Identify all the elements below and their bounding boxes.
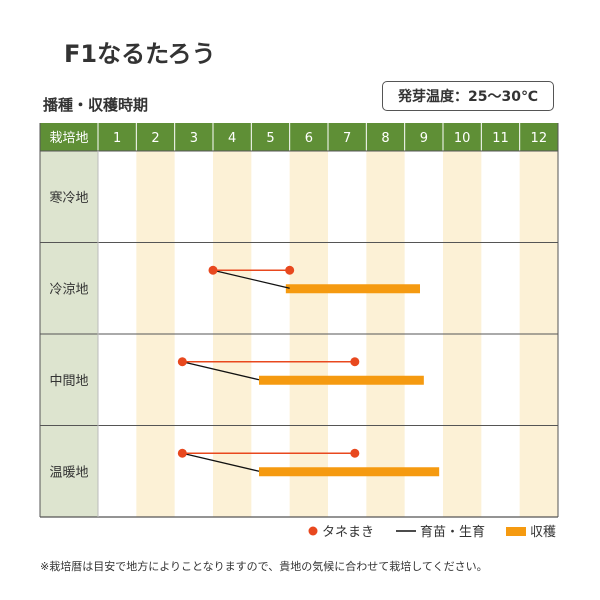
month-tick-label: 12 — [531, 131, 548, 146]
seedling-growth-line — [212, 269, 290, 289]
region-label: 寒冷地 — [49, 190, 88, 206]
product-title: F1なるたろう — [64, 40, 216, 68]
month-header-bar — [40, 123, 558, 151]
header-label: 栽培地 — [49, 130, 88, 146]
harvest-bar — [259, 375, 424, 385]
month-tick-label: 1 — [113, 131, 121, 146]
month-tick-label: 8 — [381, 131, 389, 146]
region-label: 中間地 — [49, 374, 88, 389]
sowing-start-dot — [177, 448, 187, 458]
section-label: 播種・収穫時期 — [43, 96, 149, 114]
month-tick-label: 9 — [420, 131, 428, 146]
month-tick-label: 11 — [492, 131, 509, 146]
legend-harvest-marker — [506, 527, 526, 536]
sowing-end-dot — [350, 357, 360, 367]
harvest-bar — [259, 467, 440, 477]
month-tick-label: 5 — [266, 131, 274, 146]
legend-harvest-label: 収穫 — [530, 525, 556, 540]
harvest-bar — [285, 284, 420, 294]
sowing-end-dot — [350, 448, 360, 458]
month-tick-label: 10 — [454, 131, 471, 146]
region-label: 温暖地 — [49, 465, 88, 480]
month-tick-label: 7 — [343, 131, 351, 146]
region-label: 冷涼地 — [49, 282, 88, 297]
month-tick-label: 4 — [228, 131, 236, 146]
month-tick-label: 6 — [305, 131, 313, 146]
germination-temp-badge: 発芽温度：25～30℃ — [382, 81, 554, 111]
sowing-end-dot — [285, 265, 295, 275]
seedling-growth-line — [182, 452, 260, 472]
legend-sowing-marker — [308, 526, 318, 536]
legend-seedling-label: 育苗・生育 — [420, 524, 485, 540]
seedling-growth-line — [182, 361, 260, 381]
month-tick-label: 3 — [190, 131, 198, 146]
legend-sowing-label: タネまき — [322, 525, 374, 540]
sowing-start-dot — [177, 357, 187, 367]
month-tick-label: 2 — [151, 131, 159, 146]
sowing-start-dot — [208, 265, 218, 275]
footnote: ※栽培暦は目安で地方によりことなりますので、貴地の気候に合わせて栽培してください… — [40, 560, 488, 573]
